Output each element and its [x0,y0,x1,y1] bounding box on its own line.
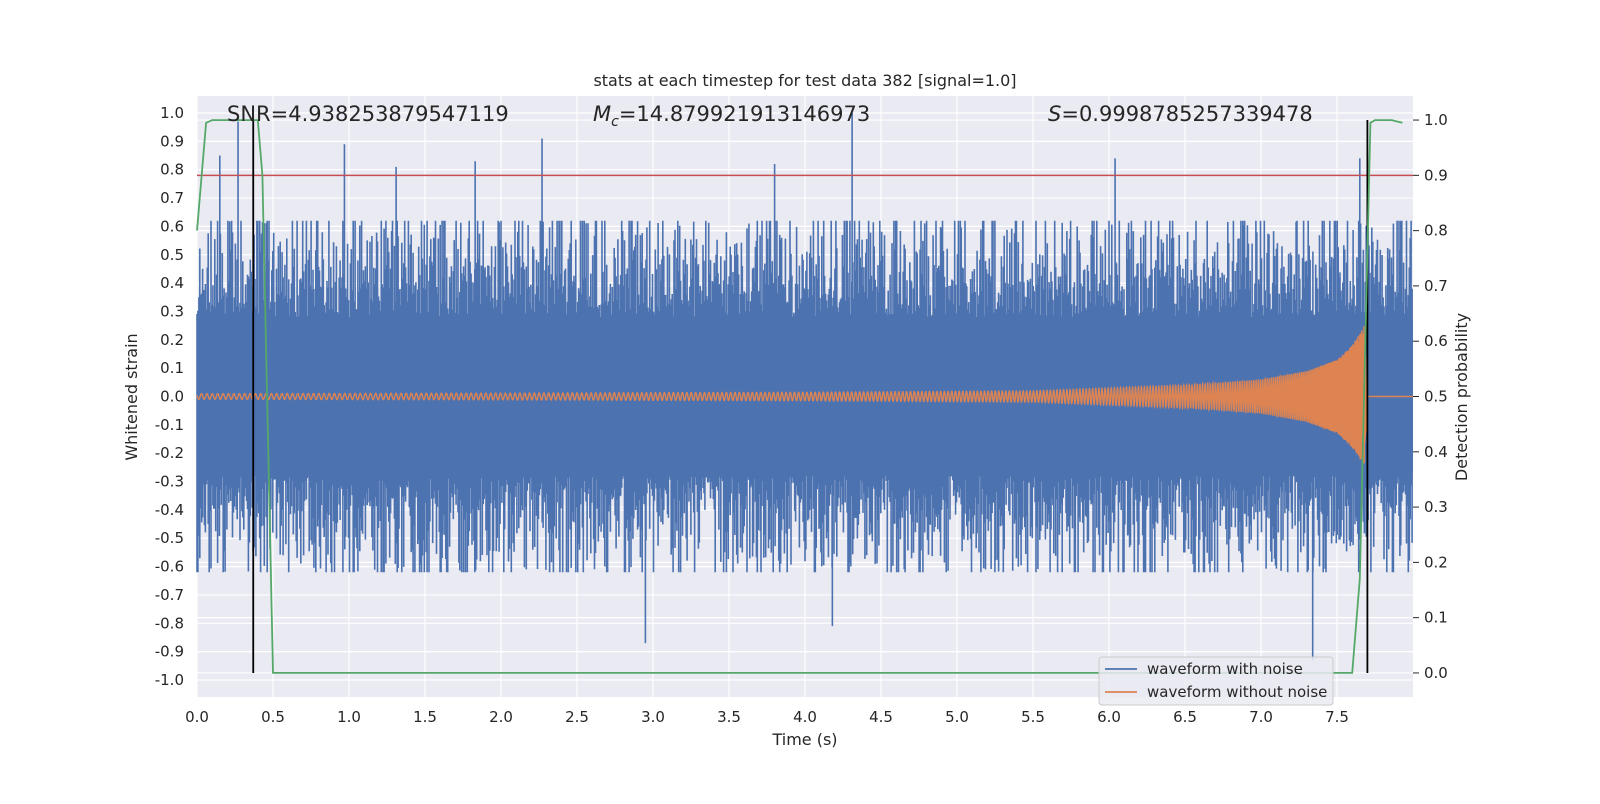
y-tick-label: 0.1 [160,359,184,377]
x-tick-label: 0.5 [261,708,285,726]
clean-waveform-line [196,326,1413,465]
y-tick-label: -0.6 [155,558,184,576]
y2-tick-label: 0.1 [1424,609,1448,627]
x-tick-label: 4.5 [869,708,893,726]
snr-annotation: SNR=4.938253879547119 [227,102,509,126]
y-tick-label: 0.0 [160,388,184,406]
x-tick-label: 4.0 [793,708,817,726]
y-tick-label: 1.0 [160,104,184,122]
x-tick-label: 6.5 [1173,708,1197,726]
legend: waveform with noise waveform without noi… [1098,656,1334,706]
y-tick-label: -0.5 [155,529,184,547]
mc-symbol: M [593,102,611,126]
mc-value: =14.879921913146973 [619,102,870,126]
y-tick-label: 0.2 [160,331,184,349]
legend-label-noise: waveform with noise [1147,660,1303,678]
x-tick-label: 5.5 [1021,708,1045,726]
y-tick-label: -0.9 [155,643,184,661]
x-tick-label: 2.0 [489,708,513,726]
y-tick-label: 0.6 [160,217,184,235]
s-annotation: S=0.9998785257339478 [1048,102,1313,126]
y-tick-label: -1.0 [155,671,184,689]
y-axis-label: Whitened strain [122,333,141,460]
y2-tick-label: 0.6 [1424,332,1448,350]
y2-tick-label: 0.3 [1424,498,1448,516]
overlay-lines [196,119,1413,674]
y-tick-label: 0.5 [160,246,184,264]
x-tick-label: 1.0 [337,708,361,726]
y-tick-label: -0.4 [155,501,184,519]
y2-tick-label: 0.4 [1424,443,1448,461]
y-tick-label: -0.2 [155,444,184,462]
y-tick-label: -0.3 [155,473,184,491]
mc-subscript: c [611,114,619,130]
y2-tick-label: 0.0 [1424,664,1448,682]
s-symbol: S [1048,102,1061,126]
y-tick-label: 0.9 [160,132,184,150]
s-value: =0.9998785257339478 [1061,102,1312,126]
y-tick-label: 0.4 [160,274,184,292]
ticks: 0.0 0.5 1.0 1.5 2.0 2.5 3.0 3.5 4.0 4.5 5.0 5.5 6.0 6… [155,104,1448,726]
x-axis-label: Time (s) [771,730,837,749]
y-tick-label: 0.3 [160,302,184,320]
legend-box [1098,656,1334,706]
series-waveform-without-noise [196,326,1413,465]
y-tick-label: -0.7 [155,586,184,604]
y2-tick-label: 0.2 [1424,553,1448,571]
x-tick-label: 3.0 [641,708,665,726]
x-tick-label: 7.5 [1325,708,1349,726]
y-tick-label: 0.7 [160,189,184,207]
y2-axis-label: Detection probability [1452,313,1471,481]
x-tick-label: 3.5 [717,708,741,726]
y2-tick-label: 0.8 [1424,222,1448,240]
chirp-mass-annotation: Mc=14.879921913146973 [593,102,870,130]
y2-tick-label: 1.0 [1424,111,1448,129]
chart-title: stats at each timestep for test data 382… [593,71,1016,90]
x-tick-label: 0.0 [185,708,209,726]
y-tick-label: -0.1 [155,416,184,434]
y2-tick-label: 0.7 [1424,277,1448,295]
x-tick-label: 1.5 [413,708,437,726]
x-tick-label: 2.5 [565,708,589,726]
x-tick-label: 5.0 [945,708,969,726]
y2-tick-label: 0.9 [1424,166,1448,184]
x-tick-label: 7.0 [1249,708,1273,726]
y2-tick-label: 0.5 [1424,388,1448,406]
y-tick-label: -0.8 [155,614,184,632]
y-tick-label: 0.8 [160,161,184,179]
legend-label-clean: waveform without noise [1147,683,1327,701]
detection-probability-line [196,119,1403,674]
x-tick-label: 6.0 [1097,708,1121,726]
